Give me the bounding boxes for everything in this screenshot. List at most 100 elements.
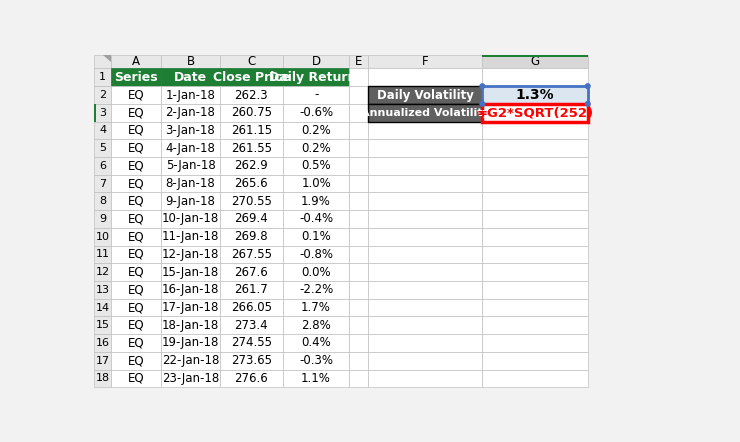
Text: 15-Jan-18: 15-Jan-18 [162, 266, 219, 278]
Text: C: C [247, 55, 255, 68]
Text: 1-Jan-18: 1-Jan-18 [166, 88, 215, 102]
Bar [220, 54, 283, 69]
Circle shape [585, 84, 590, 88]
Text: EQ: EQ [128, 336, 144, 350]
Bar [283, 299, 349, 316]
Text: 0.2%: 0.2% [301, 141, 331, 155]
Text: 0.1%: 0.1% [301, 230, 331, 243]
Text: 23-Jan-18: 23-Jan-18 [162, 372, 219, 385]
Bar [161, 122, 220, 139]
Bar [283, 334, 349, 352]
Bar [94, 157, 111, 175]
Bar [482, 210, 588, 228]
Text: 1.1%: 1.1% [301, 372, 331, 385]
Bar [161, 352, 220, 370]
Bar [161, 316, 220, 334]
Bar [368, 210, 482, 228]
Bar [94, 370, 111, 387]
Text: EQ: EQ [128, 248, 144, 261]
Text: 12-Jan-18: 12-Jan-18 [162, 248, 219, 261]
Text: EQ: EQ [128, 88, 144, 102]
Bar [94, 86, 111, 104]
Text: -0.4%: -0.4% [299, 213, 333, 225]
Text: 18-Jan-18: 18-Jan-18 [162, 319, 219, 332]
Text: 261.55: 261.55 [231, 141, 272, 155]
Text: 1.9%: 1.9% [301, 195, 331, 208]
Bar [94, 316, 111, 334]
Bar [111, 157, 161, 175]
Text: EQ: EQ [128, 106, 144, 119]
Bar [161, 104, 220, 122]
Bar [368, 86, 482, 104]
Bar [283, 263, 349, 281]
Text: 16-Jan-18: 16-Jan-18 [162, 283, 219, 296]
Bar [283, 352, 349, 370]
Text: 262.9: 262.9 [235, 160, 269, 172]
Text: 11-Jan-18: 11-Jan-18 [162, 230, 219, 243]
Bar [220, 370, 283, 387]
Text: EQ: EQ [128, 141, 144, 155]
Bar [94, 122, 111, 139]
Bar [111, 228, 161, 246]
Bar [220, 192, 283, 210]
Bar [283, 316, 349, 334]
Text: 269.8: 269.8 [235, 230, 268, 243]
Bar [349, 157, 368, 175]
Bar [94, 175, 111, 192]
Bar [161, 263, 220, 281]
Text: A: A [132, 55, 141, 68]
Circle shape [480, 102, 485, 106]
Bar [283, 192, 349, 210]
Bar [482, 54, 588, 57]
Text: -0.6%: -0.6% [299, 106, 333, 119]
Bar [283, 54, 349, 69]
Text: 14: 14 [95, 302, 110, 312]
Bar [111, 69, 161, 86]
Bar [349, 139, 368, 157]
Bar [283, 122, 349, 139]
Text: 17-Jan-18: 17-Jan-18 [162, 301, 219, 314]
Bar [220, 228, 283, 246]
Bar [349, 281, 368, 299]
Bar [283, 86, 349, 104]
Text: 8: 8 [99, 196, 106, 206]
Text: 15: 15 [95, 320, 110, 330]
Text: Series: Series [115, 71, 158, 84]
Bar [111, 299, 161, 316]
Bar [368, 69, 482, 86]
Text: EQ: EQ [128, 354, 144, 367]
Bar [94, 104, 95, 122]
Bar [368, 139, 482, 157]
Text: F: F [422, 55, 428, 68]
Bar [220, 316, 283, 334]
Bar [111, 352, 161, 370]
Text: 273.65: 273.65 [231, 354, 272, 367]
Text: 5: 5 [99, 143, 106, 153]
Bar [349, 69, 368, 86]
Bar [161, 86, 220, 104]
Text: 22-Jan-18: 22-Jan-18 [162, 354, 219, 367]
Text: 1: 1 [99, 72, 106, 82]
Bar [349, 299, 368, 316]
Bar [482, 86, 588, 104]
Text: EQ: EQ [128, 319, 144, 332]
Bar [94, 281, 111, 299]
Text: 3-Jan-18: 3-Jan-18 [166, 124, 215, 137]
Text: 265.6: 265.6 [235, 177, 268, 190]
Bar [161, 281, 220, 299]
Bar [161, 370, 220, 387]
Text: 16: 16 [95, 338, 110, 348]
Text: 266.05: 266.05 [231, 301, 272, 314]
Text: 17: 17 [95, 356, 110, 366]
Bar [220, 157, 283, 175]
Bar [368, 157, 482, 175]
Text: EQ: EQ [128, 301, 144, 314]
Bar [482, 86, 588, 104]
Bar [482, 69, 588, 86]
Text: EQ: EQ [128, 283, 144, 296]
Bar [283, 175, 349, 192]
Text: 261.15: 261.15 [231, 124, 272, 137]
Text: 1.7%: 1.7% [301, 301, 331, 314]
Text: -2.2%: -2.2% [299, 283, 333, 296]
Bar [94, 104, 111, 122]
